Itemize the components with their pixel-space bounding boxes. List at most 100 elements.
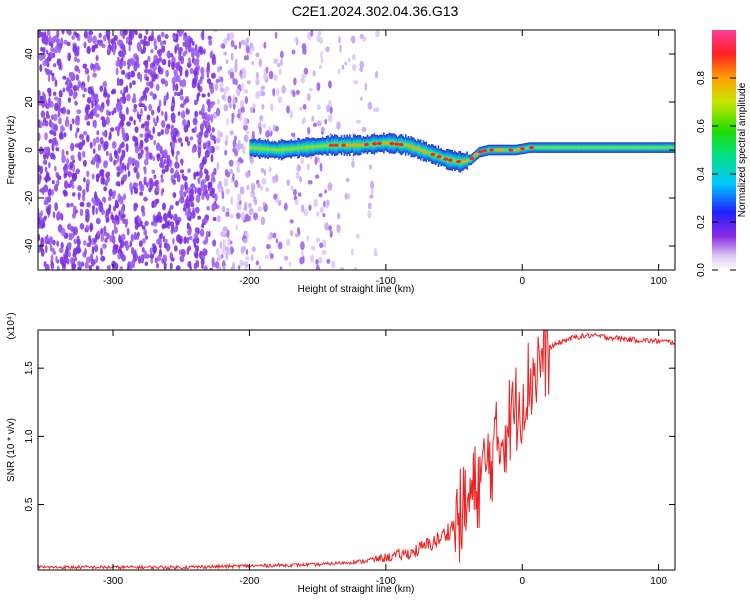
noise-cell: [216, 247, 220, 256]
noise-cell: [54, 102, 59, 112]
noise-cell: [48, 89, 52, 97]
ridge-cell: [625, 142, 628, 153]
noise-cell: [67, 52, 72, 62]
ridge-cell: [426, 145, 429, 160]
noise-cell: [215, 78, 221, 83]
noise-cell: [176, 150, 180, 156]
noise-cell: [46, 153, 49, 160]
noise-cell: [71, 34, 76, 41]
noise-cell: [296, 227, 300, 233]
noise-cell: [201, 30, 205, 37]
noise-cell: [223, 37, 228, 46]
noise-cell: [100, 106, 104, 113]
ridge-cell: [662, 142, 665, 153]
noise-cell: [299, 106, 303, 111]
ridge-cell: [548, 142, 550, 153]
ridge-cell: [627, 142, 629, 153]
noise-cell: [289, 110, 293, 119]
noise-cell: [71, 118, 75, 125]
noise-cell: [48, 236, 52, 246]
noise-cell: [154, 65, 158, 71]
noise-cell: [152, 126, 156, 135]
noise-cell: [268, 70, 274, 80]
ridge-cell: [267, 139, 269, 160]
noise-cell: [163, 223, 168, 229]
noise-cell: [360, 96, 363, 102]
noise-cell: [139, 183, 143, 191]
noise-cell: [337, 68, 341, 75]
noise-cell: [93, 119, 97, 129]
noise-cell: [201, 179, 207, 184]
ridge-cell: [594, 142, 597, 153]
noise-cell: [176, 43, 180, 51]
noise-cell: [227, 70, 231, 75]
noise-cell: [68, 88, 74, 97]
ridge-cell: [601, 142, 603, 153]
noise-cell: [106, 97, 110, 107]
noise-cell: [67, 251, 71, 258]
noise-cell: [198, 79, 203, 85]
noise-cell: [146, 114, 151, 121]
noise-cell: [319, 206, 324, 214]
noise-cell: [180, 110, 186, 119]
noise-cell: [147, 55, 151, 63]
ridge-cell: [388, 132, 391, 154]
noise-cell: [97, 143, 101, 152]
ridge-cell: [564, 142, 567, 153]
noise-cell: [71, 184, 75, 189]
ridge-cell: [572, 142, 575, 153]
noise-cell: [67, 97, 72, 103]
noise-cell: [55, 147, 60, 152]
noise-cell: [72, 227, 77, 236]
noise-cell: [320, 50, 323, 59]
noise-cell: [220, 43, 226, 49]
noise-cell: [177, 137, 183, 143]
noise-cell: [103, 186, 108, 192]
noise-cell: [86, 170, 90, 178]
noise-cell: [51, 114, 54, 121]
noise-cell: [148, 103, 153, 112]
noise-cell: [87, 34, 93, 44]
noise-cell: [307, 180, 313, 185]
noise-cell: [139, 191, 144, 196]
colorbar-tick-label: 0.6: [696, 119, 707, 133]
noise-cell: [106, 93, 111, 99]
noise-cell: [197, 147, 202, 156]
noise-cell: [141, 123, 145, 128]
noise-cell: [241, 145, 246, 154]
noise-cell: [47, 52, 51, 58]
noise-cell: [186, 195, 190, 204]
noise-cell: [225, 211, 230, 217]
noise-cell: [160, 31, 165, 38]
noise-cell: [93, 191, 98, 201]
noise-cell: [38, 89, 41, 99]
colorbar-gradient: [712, 30, 736, 270]
ridge-cell: [619, 142, 621, 153]
noise-cell: [194, 171, 199, 177]
noise-cell: [324, 189, 328, 194]
noise-cell: [214, 82, 219, 92]
noise-cell: [293, 189, 297, 197]
noise-cell: [186, 236, 190, 244]
ridge-cell: [466, 151, 468, 170]
noise-cell: [324, 118, 328, 125]
noise-cell: [286, 238, 291, 247]
noise-cell: [77, 80, 82, 86]
noise-cell: [56, 265, 60, 270]
noise-cell: [134, 145, 139, 154]
noise-cell: [188, 236, 193, 241]
noise-cell: [149, 247, 153, 254]
noise-cell: [134, 216, 138, 225]
noise-cell: [146, 133, 152, 138]
ridge-cell: [276, 142, 279, 158]
noise-cell: [120, 70, 126, 75]
noise-cell: [207, 107, 211, 113]
ridge-cell: [355, 135, 358, 155]
noise-cell: [133, 119, 136, 126]
noise-cell: [127, 40, 133, 46]
noise-cell: [217, 215, 221, 223]
ridge-cell: [302, 138, 305, 157]
noise-cell: [111, 141, 117, 149]
noise-cell: [46, 56, 52, 62]
